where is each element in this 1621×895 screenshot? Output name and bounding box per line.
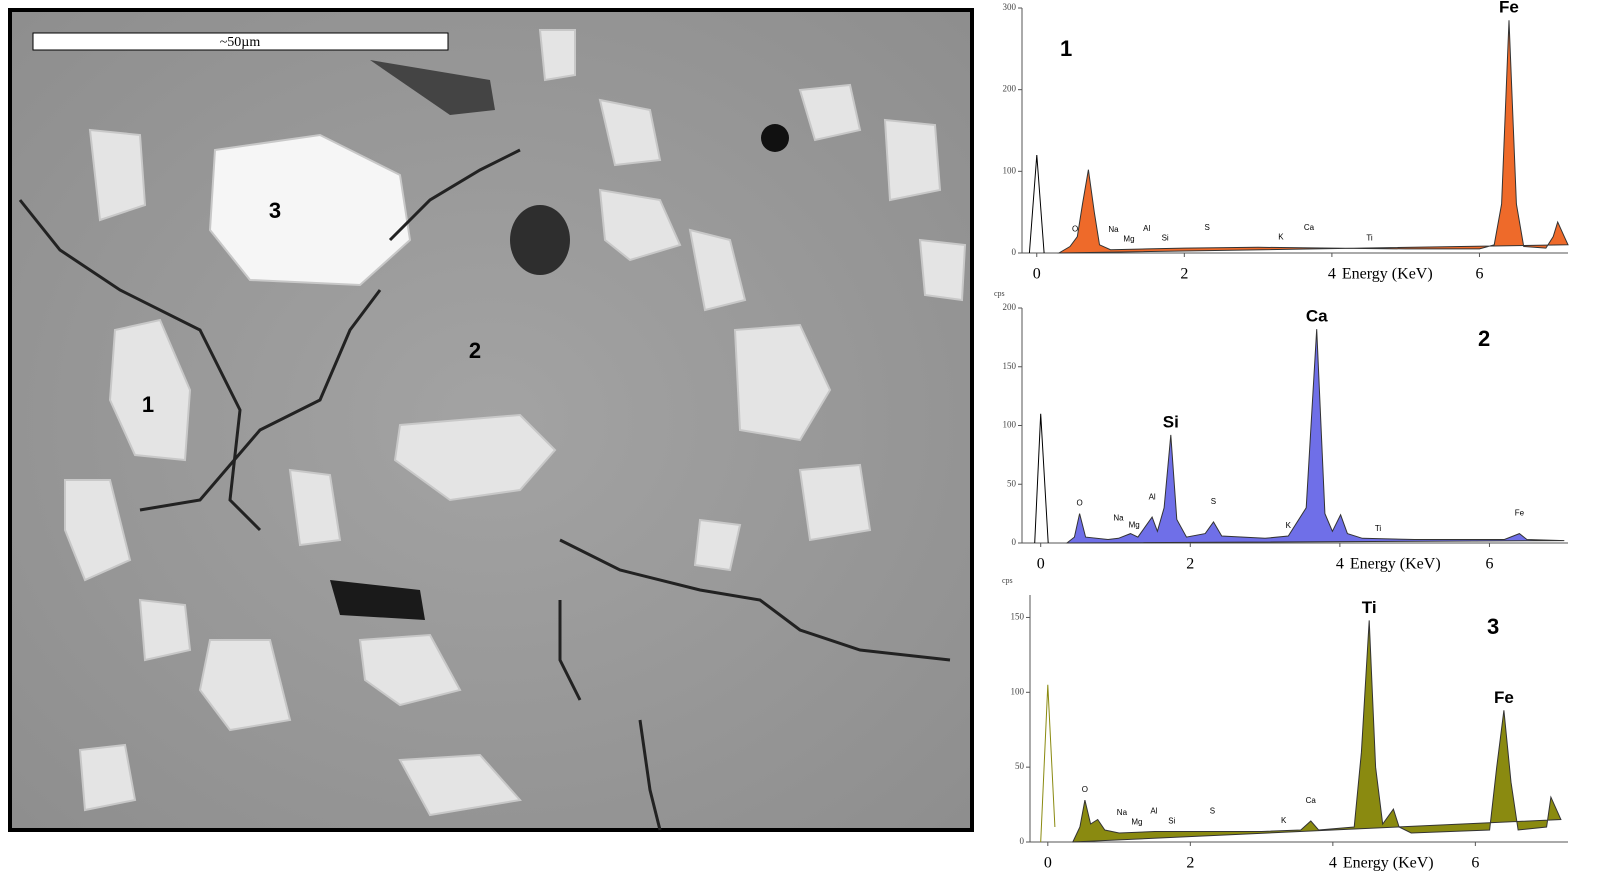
x-tick-label: 4 <box>1336 556 1344 573</box>
peak-label: K <box>1286 521 1292 530</box>
peak-label: Fe <box>1499 0 1519 17</box>
x-tick-label: 0 <box>1037 556 1045 573</box>
spectrum-line <box>1057 20 1569 254</box>
y-tick-label: 200 <box>1003 84 1017 94</box>
y-tick-label: 150 <box>1011 612 1025 622</box>
spectrum-line <box>1028 154 1045 254</box>
chart-title: 2 <box>1478 326 1490 351</box>
x-tick-label: 4 <box>1328 266 1336 283</box>
peak-label: O <box>1072 225 1078 234</box>
spectrum-line <box>1040 684 1056 843</box>
peak-label: Fe <box>1494 688 1514 707</box>
peak-label: Ti <box>1362 598 1377 617</box>
y-tick-label: 50 <box>1015 761 1025 771</box>
y-axis-label: cps <box>994 289 1005 298</box>
peak-label: Mg <box>1129 520 1140 529</box>
y-tick-label: 50 <box>1007 478 1017 488</box>
peak-label: Ca <box>1304 223 1315 232</box>
x-tick-label: 0 <box>1044 855 1052 872</box>
x-axis-label: Energy (KeV) <box>1343 855 1434 872</box>
x-tick-label: 2 <box>1186 556 1194 573</box>
peak-label: Mg <box>1123 234 1134 243</box>
x-tick-label: 2 <box>1180 266 1188 283</box>
peak-label: S <box>1210 807 1215 816</box>
y-tick-label: 0 <box>1012 247 1017 257</box>
peak-label: S <box>1205 223 1210 232</box>
peak-label: Al <box>1149 492 1156 501</box>
spectrum-line <box>1065 329 1565 544</box>
x-axis-label: Energy (KeV) <box>1342 266 1433 283</box>
x-tick-label: 6 <box>1471 855 1479 872</box>
chart-title: 3 <box>1487 614 1499 639</box>
peak-label: O <box>1082 785 1088 794</box>
peak-label: Si <box>1168 817 1175 826</box>
x-tick-label: 4 <box>1329 855 1337 872</box>
peak-label: Na <box>1117 808 1128 817</box>
peak-label: K <box>1281 816 1287 825</box>
x-tick-label: 2 <box>1186 855 1194 872</box>
scale-bar-label: ~50µm <box>220 35 261 50</box>
peak-label: Ti <box>1375 524 1382 533</box>
region-label: 1 <box>142 392 154 417</box>
x-tick-label: 6 <box>1485 556 1493 573</box>
y-tick-label: 100 <box>1003 165 1017 175</box>
peak-label: S <box>1211 497 1216 506</box>
y-tick-label: 100 <box>1003 420 1017 430</box>
y-axis-label: cps <box>1002 576 1013 585</box>
sem-image: ~50µm 3 2 1 <box>8 8 974 832</box>
x-axis-label: Energy (KeV) <box>1350 556 1441 573</box>
spectrum-line <box>1071 620 1562 843</box>
spectrum-line <box>1034 413 1049 544</box>
peak-label: Al <box>1143 224 1150 233</box>
peak-label: Fe <box>1515 509 1525 518</box>
region-label: 2 <box>469 338 481 363</box>
peak-label: Al <box>1150 807 1157 816</box>
y-tick-label: 200 <box>1003 302 1017 312</box>
peak-label: Ca <box>1306 796 1317 805</box>
peak-label: O <box>1076 499 1082 508</box>
peak-label: Na <box>1113 513 1124 522</box>
peak-label: Na <box>1108 225 1119 234</box>
peak-label: Ti <box>1366 234 1373 243</box>
y-tick-label: 150 <box>1003 361 1017 371</box>
chart-title: 1 <box>1060 36 1072 61</box>
y-tick-label: 0 <box>1012 537 1017 547</box>
peak-label: Mg <box>1131 817 1142 826</box>
peak-label: Si <box>1163 412 1179 431</box>
x-tick-label: 6 <box>1475 266 1483 283</box>
region-label: 3 <box>269 198 281 223</box>
y-tick-label: 0 <box>1020 836 1025 846</box>
peak-label: Ca <box>1306 307 1328 326</box>
x-tick-label: 0 <box>1033 266 1041 283</box>
peak-label: K <box>1278 233 1284 242</box>
y-tick-label: 100 <box>1011 686 1025 696</box>
peak-label: Si <box>1162 234 1169 243</box>
y-tick-label: 300 <box>1003 2 1017 12</box>
